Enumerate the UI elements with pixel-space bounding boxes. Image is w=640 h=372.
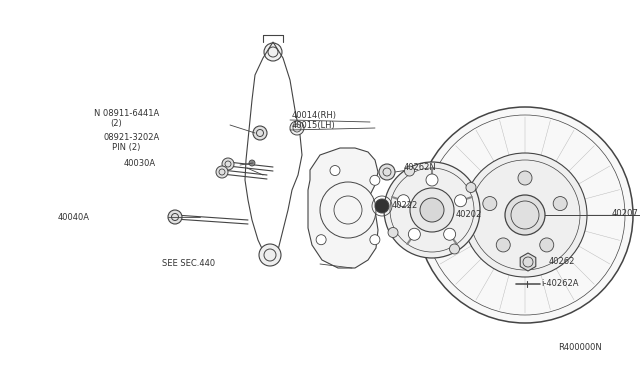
Circle shape <box>483 196 497 211</box>
Circle shape <box>216 166 228 178</box>
Circle shape <box>518 171 532 185</box>
Circle shape <box>253 126 267 140</box>
Text: 40040A: 40040A <box>58 212 90 221</box>
Text: 40014(RH): 40014(RH) <box>292 110 337 119</box>
Circle shape <box>410 188 454 232</box>
Circle shape <box>388 228 398 237</box>
Circle shape <box>370 175 380 185</box>
Text: 40015(LH): 40015(LH) <box>292 121 336 129</box>
Text: 40222: 40222 <box>392 201 419 209</box>
Circle shape <box>553 196 567 211</box>
Circle shape <box>404 166 415 176</box>
Circle shape <box>454 195 467 207</box>
Circle shape <box>463 153 587 277</box>
Circle shape <box>264 43 282 61</box>
Text: N 08911-6441A: N 08911-6441A <box>94 109 159 118</box>
Circle shape <box>222 158 234 170</box>
Text: 40202: 40202 <box>456 209 483 218</box>
Circle shape <box>168 210 182 224</box>
Text: (2): (2) <box>110 119 122 128</box>
Text: 40262N: 40262N <box>404 163 436 171</box>
Circle shape <box>444 228 456 240</box>
Circle shape <box>466 183 476 192</box>
Circle shape <box>397 195 410 207</box>
Polygon shape <box>520 253 536 271</box>
Circle shape <box>249 160 255 166</box>
Circle shape <box>290 121 304 135</box>
Circle shape <box>316 235 326 245</box>
Circle shape <box>449 244 460 254</box>
Circle shape <box>426 174 438 186</box>
Polygon shape <box>308 148 378 268</box>
Text: PIN (2): PIN (2) <box>112 142 140 151</box>
Circle shape <box>330 166 340 176</box>
Text: SEE SEC.440: SEE SEC.440 <box>162 260 215 269</box>
Circle shape <box>259 244 281 266</box>
Circle shape <box>334 196 362 224</box>
Circle shape <box>417 107 633 323</box>
Circle shape <box>375 199 389 213</box>
Circle shape <box>420 198 444 222</box>
Circle shape <box>540 238 554 252</box>
Text: R400000N: R400000N <box>558 343 602 353</box>
Circle shape <box>505 195 545 235</box>
Circle shape <box>384 162 480 258</box>
Text: 40207: 40207 <box>611 208 638 218</box>
Circle shape <box>320 182 376 238</box>
Circle shape <box>370 235 380 245</box>
Circle shape <box>496 238 510 252</box>
Text: 40030A: 40030A <box>124 158 156 167</box>
Text: 40262: 40262 <box>549 257 575 266</box>
Circle shape <box>379 164 395 180</box>
Text: i-40262A: i-40262A <box>541 279 579 288</box>
Text: 08921-3202A: 08921-3202A <box>104 132 160 141</box>
Circle shape <box>408 228 420 240</box>
